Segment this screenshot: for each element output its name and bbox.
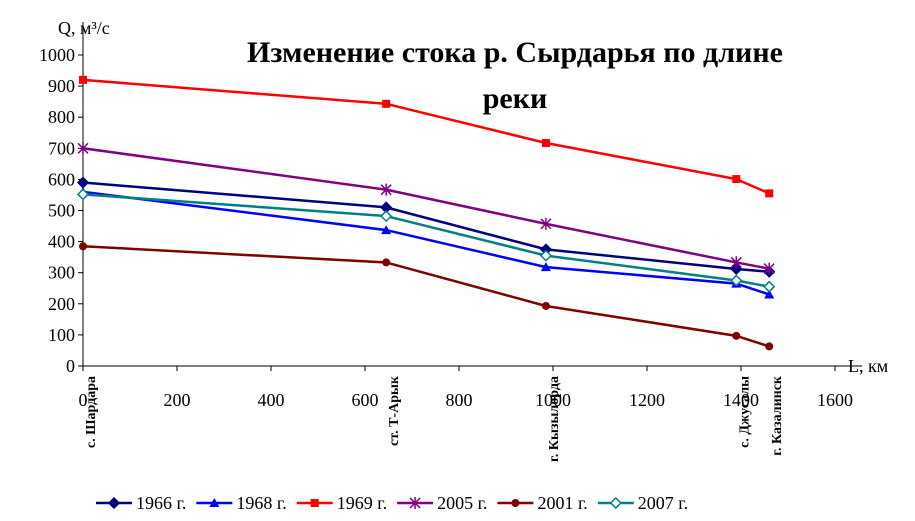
x-tick-label: 1600 xyxy=(817,390,853,410)
y-tick-label: 100 xyxy=(48,325,75,345)
y-tick-label: 0 xyxy=(66,356,75,376)
legend-label: 1966 г. xyxy=(136,493,186,513)
y-axis-label: Q, м³/с xyxy=(58,18,110,38)
station-label: с. Шардара xyxy=(84,376,99,448)
series-line xyxy=(82,190,770,296)
x-tick-label: 200 xyxy=(164,390,191,410)
x-tick-label: 1200 xyxy=(629,390,665,410)
marker xyxy=(382,99,391,108)
chart-title: Изменение стока р. Сырдарья по длине реки xyxy=(247,36,783,115)
marker xyxy=(609,496,622,510)
marker xyxy=(79,75,87,84)
y-tick-label: 500 xyxy=(48,201,75,221)
marker xyxy=(209,498,220,507)
marker xyxy=(765,342,774,351)
marker xyxy=(540,262,551,272)
legend-label: 2005 г. xyxy=(437,493,487,513)
x-tick-label: 1000 xyxy=(535,390,571,410)
marker xyxy=(730,256,742,269)
marker xyxy=(310,499,319,507)
station-label: с. Джусалы xyxy=(737,376,752,448)
marker xyxy=(380,183,392,196)
title-line: реки xyxy=(483,82,548,115)
y-tick-label: 1000 xyxy=(39,45,75,65)
marker xyxy=(541,301,550,310)
marker xyxy=(730,262,743,276)
marker xyxy=(382,258,391,267)
marker xyxy=(540,217,552,230)
marker xyxy=(730,274,743,287)
legend-label: 1968 г. xyxy=(236,493,286,513)
marker xyxy=(409,497,421,509)
y-tick-label: 700 xyxy=(48,138,75,158)
marker xyxy=(381,225,392,235)
marker xyxy=(732,175,741,184)
marker xyxy=(77,142,89,155)
marker xyxy=(765,189,774,198)
marker xyxy=(79,242,87,251)
marker xyxy=(511,499,520,507)
marker xyxy=(763,280,776,293)
x-tick-label: 400 xyxy=(258,390,285,410)
marker xyxy=(764,289,775,299)
y-tick-label: 800 xyxy=(48,107,75,127)
marker xyxy=(380,210,393,223)
x-axis-label: L, км xyxy=(848,356,888,376)
marker xyxy=(76,188,90,201)
legend-item: 2007 г. xyxy=(597,493,688,513)
x-tick-label: 600 xyxy=(352,390,379,410)
legend-item: 2001 г. xyxy=(497,493,588,513)
x-tick-label: 0 xyxy=(79,390,88,410)
marker xyxy=(541,139,550,148)
station-label: г. Кызылорда xyxy=(547,376,562,462)
legend-label: 1969 г. xyxy=(337,493,387,513)
y-tick-label: 900 xyxy=(48,76,75,96)
legend-label: 2001 г. xyxy=(537,493,587,513)
y-tick-label: 400 xyxy=(48,232,75,252)
marker xyxy=(107,496,121,510)
legend-item: 1966 г. xyxy=(96,493,186,513)
marker xyxy=(732,331,741,340)
legend-item: 1969 г. xyxy=(296,493,387,513)
legend-label: 2007 г. xyxy=(638,493,688,513)
y-tick-label: 300 xyxy=(48,263,75,283)
station-label: ст. Т-Арык xyxy=(387,375,402,446)
marker xyxy=(539,249,553,262)
legend-item: 1968 г. xyxy=(196,493,287,513)
y-tick-label: 600 xyxy=(48,169,75,189)
series-line xyxy=(82,78,770,195)
x-tick-label: 1400 xyxy=(723,390,759,410)
legend-item: 2005 г. xyxy=(397,493,487,513)
marker xyxy=(763,262,775,275)
title-line: Изменение стока р. Сырдарья по длине xyxy=(247,36,783,69)
station-label: г. Казалинск xyxy=(770,375,785,456)
y-tick-label: 200 xyxy=(48,294,75,314)
x-tick-label: 800 xyxy=(446,390,473,410)
